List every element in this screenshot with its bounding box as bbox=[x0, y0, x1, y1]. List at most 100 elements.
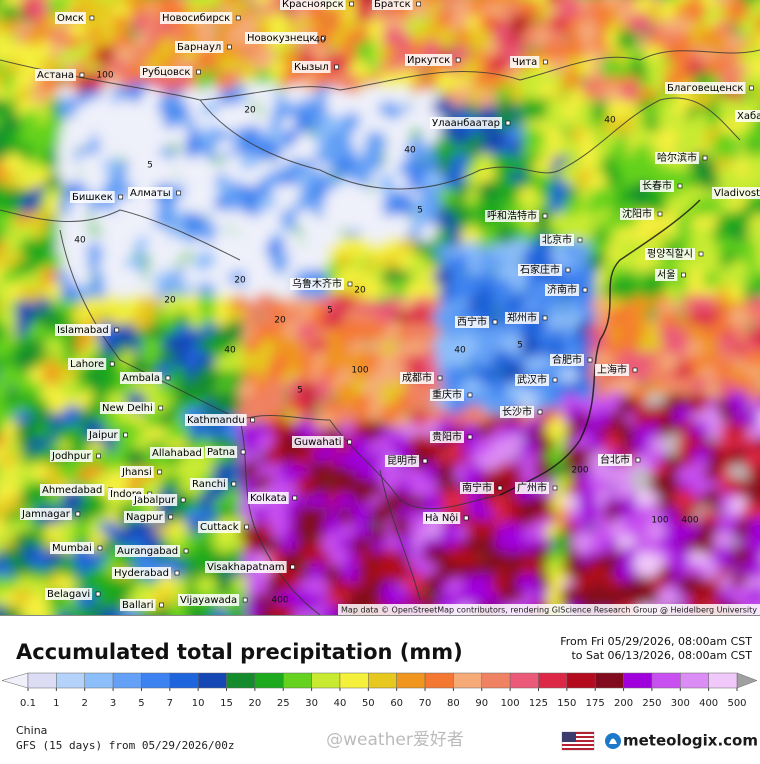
city-marker bbox=[184, 549, 188, 553]
colorbar-swatch bbox=[425, 673, 453, 688]
contour-label: 20 bbox=[244, 106, 256, 116]
city-marker bbox=[464, 516, 468, 520]
city-label: Vijayawada bbox=[180, 595, 237, 606]
city-label: Благовещенск bbox=[667, 83, 743, 94]
city: Новосибирск bbox=[160, 12, 240, 24]
colorbar-tick-label: 3 bbox=[110, 698, 116, 709]
contour-label: 100 bbox=[96, 71, 113, 81]
colorbar-tick-label: 15 bbox=[220, 698, 233, 709]
colorbar-tick-label: 250 bbox=[642, 698, 661, 709]
city-marker bbox=[553, 378, 557, 382]
city-marker bbox=[97, 454, 101, 458]
city: Красноярск bbox=[280, 0, 354, 10]
city-marker bbox=[90, 16, 94, 20]
city-marker bbox=[543, 214, 547, 218]
city-label: Иркутск bbox=[407, 55, 450, 66]
city-label: Kathmandu bbox=[187, 415, 245, 426]
city-marker bbox=[115, 328, 119, 332]
city-label: 乌鲁木齐市 bbox=[292, 277, 342, 290]
colorbar-swatch bbox=[510, 673, 538, 688]
attribution: Map data © OpenStreetMap contributors, r… bbox=[341, 606, 757, 615]
city-marker bbox=[335, 65, 339, 69]
contour-label: 20 bbox=[354, 286, 366, 296]
city: Хабаровск bbox=[735, 110, 760, 122]
city-label: Guwahati bbox=[294, 437, 342, 448]
city-label: 武汉市 bbox=[517, 373, 547, 386]
city: New Delhi bbox=[100, 402, 163, 414]
city-marker bbox=[423, 459, 427, 463]
precip-cell bbox=[408, 391, 430, 413]
precip-field bbox=[0, 0, 760, 632]
city: Aurangabad bbox=[115, 545, 188, 557]
city-label: Бишкек bbox=[72, 192, 113, 203]
city: 乌鲁木齐市 bbox=[290, 277, 352, 290]
colorbar-swatch bbox=[595, 673, 623, 688]
city-marker bbox=[236, 16, 240, 20]
city-marker bbox=[245, 525, 249, 529]
precip-cell bbox=[449, 253, 471, 275]
city-marker bbox=[749, 86, 753, 90]
colorbar-swatch bbox=[198, 673, 226, 688]
city-marker bbox=[703, 156, 707, 160]
colorbar-tick-label: 125 bbox=[529, 698, 548, 709]
city-marker bbox=[588, 358, 592, 362]
city-marker bbox=[243, 598, 247, 602]
colorbar-swatch bbox=[397, 673, 425, 688]
colorbar-swatch bbox=[255, 673, 283, 688]
city: Kathmandu bbox=[185, 414, 255, 426]
colorbar-swatch bbox=[453, 673, 481, 688]
city: Vladivostok bbox=[712, 187, 760, 199]
precip-cell bbox=[545, 419, 567, 441]
city-label: Kolkata bbox=[250, 493, 287, 504]
city-label: 合肥市 bbox=[552, 353, 582, 366]
city-marker bbox=[251, 418, 255, 422]
city: Visakhapatnam bbox=[205, 561, 295, 573]
city-marker bbox=[293, 496, 297, 500]
watermark: @weather爱好者 bbox=[326, 730, 464, 750]
colorbar-tick-label: 20 bbox=[249, 698, 262, 709]
city-marker bbox=[348, 282, 352, 286]
contour-label: 400 bbox=[681, 516, 698, 526]
city-label: Visakhapatnam bbox=[207, 562, 285, 573]
colorbar-tick-label: 80 bbox=[447, 698, 460, 709]
city: 呼和浩特市 bbox=[485, 209, 547, 222]
city-label: Рубцовск bbox=[142, 67, 190, 78]
city-label: Ballari bbox=[122, 600, 154, 611]
city-label: Хабаровск bbox=[737, 111, 760, 122]
colorbar-swatch bbox=[652, 673, 680, 688]
city-label: 沈阳市 bbox=[622, 207, 652, 220]
city: Allahabad bbox=[150, 447, 212, 459]
city-marker bbox=[438, 376, 442, 380]
city-label: Барнаул bbox=[177, 42, 221, 53]
colorbar-swatch bbox=[340, 673, 368, 688]
colorbar-swatch bbox=[567, 673, 595, 688]
city-marker bbox=[468, 393, 472, 397]
precip-cell bbox=[138, 608, 160, 630]
city: Благовещенск bbox=[665, 82, 753, 94]
colorbar-over bbox=[737, 673, 757, 688]
colorbar-under bbox=[2, 673, 28, 688]
city-marker bbox=[543, 316, 547, 320]
city: Islamabad bbox=[55, 324, 119, 336]
precip-cell bbox=[659, 128, 681, 150]
city-label: 南宁市 bbox=[462, 481, 492, 494]
city-label: Lahore bbox=[70, 359, 104, 370]
city-marker bbox=[636, 458, 640, 462]
contour-label: 20 bbox=[164, 296, 176, 306]
brand-logo bbox=[605, 733, 621, 749]
colorbar-tick-label: 70 bbox=[419, 698, 432, 709]
precip-cell bbox=[278, 607, 300, 629]
colorbar-tick-label: 175 bbox=[586, 698, 605, 709]
colorbar-tick-label: 50 bbox=[362, 698, 375, 709]
colorbar-tick-label: 0.1 bbox=[20, 698, 36, 709]
precip-cell bbox=[166, 237, 188, 259]
city-marker bbox=[350, 2, 354, 6]
city-marker bbox=[566, 268, 570, 272]
city-label: 石家庄市 bbox=[520, 263, 560, 276]
city-marker bbox=[498, 486, 502, 490]
city-label: 济南市 bbox=[547, 283, 577, 296]
city-label: 长沙市 bbox=[502, 405, 532, 418]
city-marker bbox=[699, 252, 703, 256]
colorbar-tick-label: 10 bbox=[192, 698, 205, 709]
